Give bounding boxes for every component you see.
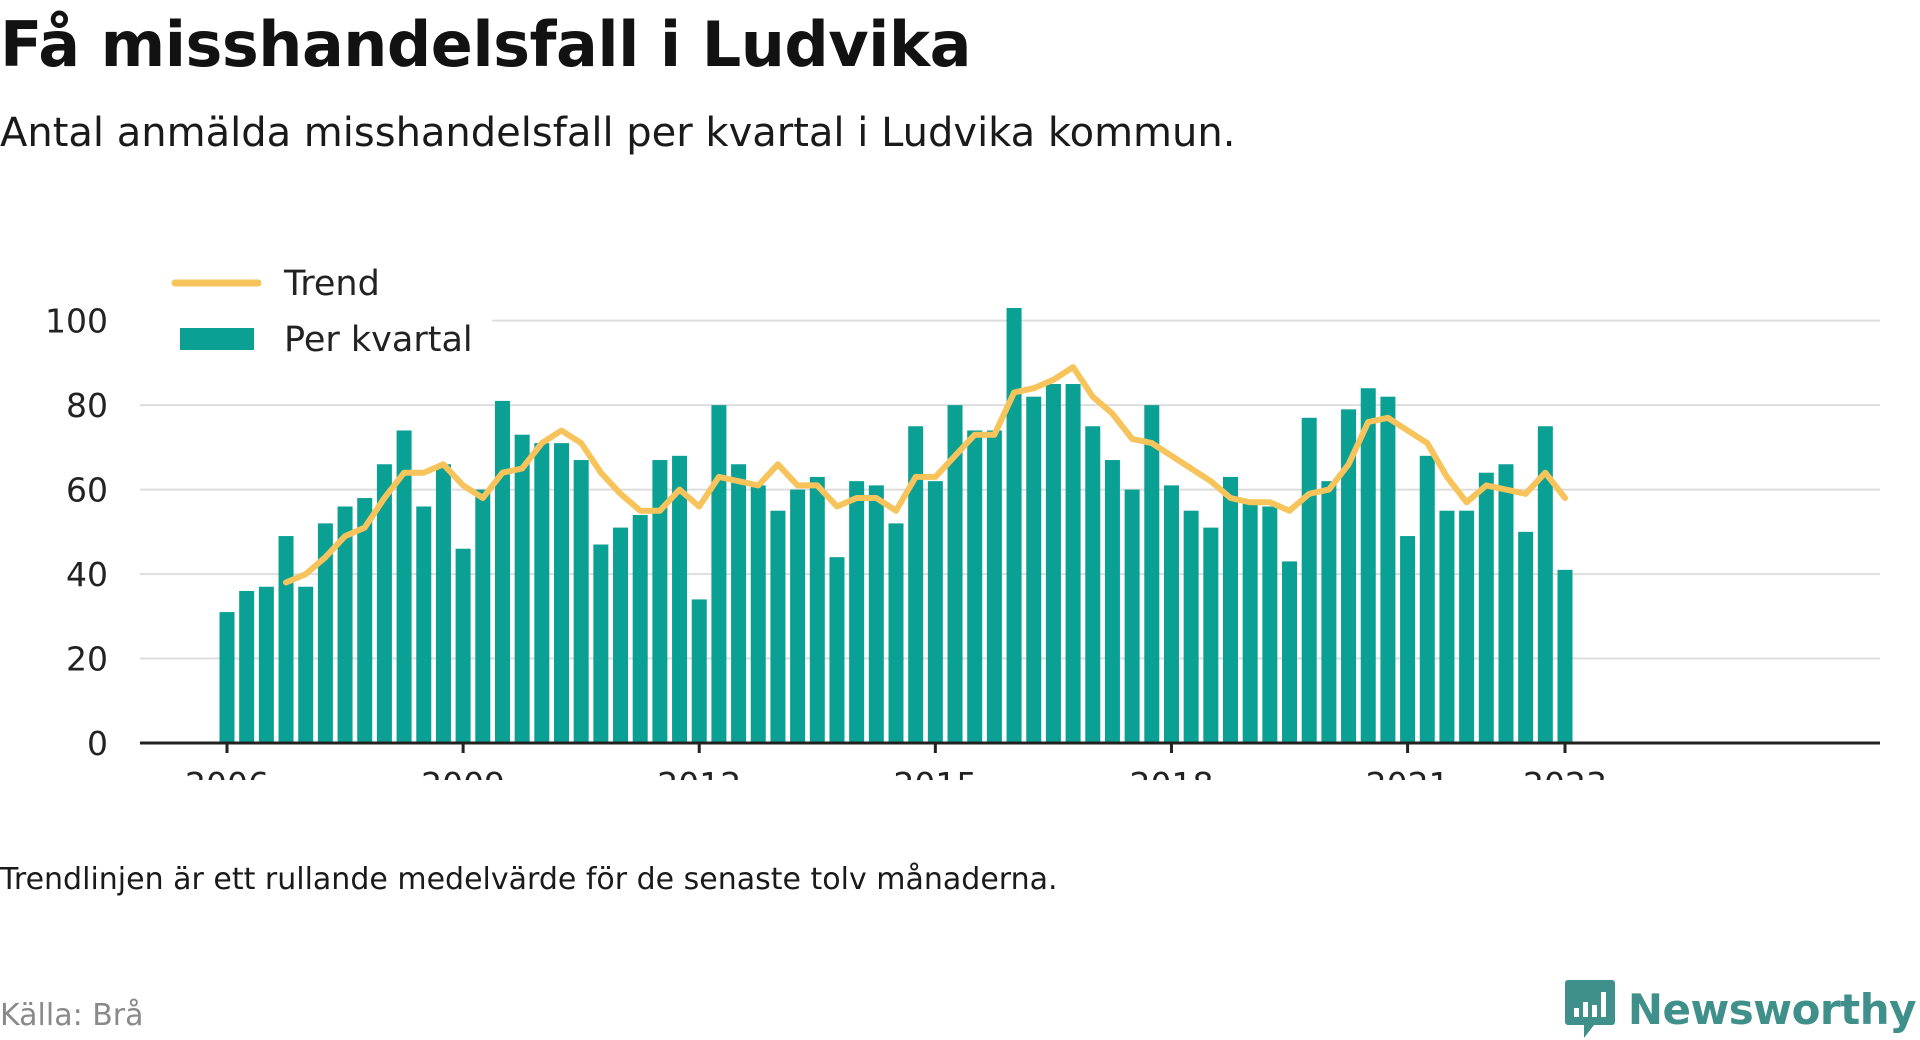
bar <box>652 460 668 743</box>
bar <box>1163 485 1179 743</box>
legend-bar-label: Per kvartal <box>284 320 473 360</box>
bar <box>967 430 983 743</box>
y-tick-label: 100 <box>45 302 108 341</box>
x-tick-label: 2006 <box>185 765 269 780</box>
bar <box>1419 455 1435 743</box>
brand-logo: Newsworthy <box>1564 978 1917 1040</box>
bar <box>868 485 884 743</box>
bar <box>770 510 786 743</box>
legend-trend-label: Trend <box>283 264 380 304</box>
bar <box>1006 308 1022 743</box>
bar <box>258 586 274 743</box>
y-tick-label: 20 <box>66 640 108 679</box>
bar <box>475 489 491 743</box>
bar <box>416 506 432 743</box>
x-tick-label: 2018 <box>1129 765 1213 780</box>
y-tick-label: 0 <box>87 724 108 763</box>
bar <box>1439 510 1455 743</box>
bar <box>1557 569 1573 743</box>
bar <box>317 523 333 743</box>
bar <box>1301 417 1317 743</box>
bar <box>1223 476 1238 743</box>
bar <box>1360 388 1376 743</box>
bar <box>494 400 510 743</box>
bar <box>986 430 1002 743</box>
bar <box>888 523 904 743</box>
bar <box>849 481 865 743</box>
bar <box>278 536 294 743</box>
bar <box>908 426 924 743</box>
bar <box>1085 426 1101 743</box>
legend-bar-swatch <box>180 328 254 350</box>
bar <box>1242 502 1258 743</box>
newsworthy-logo-icon <box>1564 980 1615 1038</box>
source-label: Källa: Brå <box>0 998 144 1033</box>
bar <box>1459 510 1475 743</box>
bar <box>1183 510 1199 743</box>
chart-title: Få misshandelsfall i Ludvika <box>0 8 972 81</box>
bar <box>1144 405 1160 743</box>
bar <box>435 464 451 743</box>
bar <box>1400 536 1416 743</box>
bar-series <box>219 308 1573 743</box>
brand-name: Newsworthy <box>1627 984 1917 1034</box>
bar <box>1498 464 1514 743</box>
bar <box>613 527 629 743</box>
bar <box>357 498 373 743</box>
bar <box>711 405 727 743</box>
bar <box>809 476 825 743</box>
bar <box>396 430 412 743</box>
chart: 0 20 40 60 80 100 2006 2009 2012 2015 2018 2021 2023… <box>45 264 1880 780</box>
bar <box>219 612 235 743</box>
bar <box>1518 531 1534 743</box>
trend-line <box>283 364 1568 586</box>
bar <box>554 443 569 743</box>
bar <box>239 590 255 743</box>
bar <box>927 481 943 743</box>
bar <box>1065 384 1081 743</box>
bar <box>514 434 530 743</box>
bar <box>376 464 392 743</box>
bar <box>455 548 471 743</box>
x-tick-label: 2015 <box>893 765 977 780</box>
y-tick-label: 80 <box>66 386 108 425</box>
bar <box>829 557 845 743</box>
bar <box>1478 472 1494 743</box>
bar <box>790 489 806 743</box>
bar <box>672 455 688 743</box>
bar <box>534 443 550 743</box>
bar <box>947 405 963 743</box>
bar <box>1282 561 1298 743</box>
bar <box>1537 426 1553 743</box>
chart-note: Trendlinjen är ett rullande medelvärde f… <box>0 862 1058 897</box>
x-tick-label: 2021 <box>1366 765 1450 780</box>
bar <box>632 514 648 743</box>
bar <box>337 506 353 743</box>
bar <box>1104 460 1120 743</box>
bar <box>1321 481 1337 743</box>
bar <box>1045 384 1061 743</box>
legend-background <box>128 270 492 374</box>
x-tick-label: 2009 <box>421 765 505 780</box>
bar <box>750 485 766 743</box>
bar <box>691 599 707 743</box>
bar <box>298 586 314 743</box>
bar <box>1341 409 1357 743</box>
chart-subtitle: Antal anmälda misshandelsfall per kvarta… <box>0 110 1236 156</box>
bar <box>1124 489 1140 743</box>
bar <box>1026 396 1042 743</box>
axes: 0 20 40 60 80 100 2006 2009 2012 2015 2018 2021 2023 <box>45 302 1880 780</box>
bar <box>1203 527 1219 743</box>
y-tick-label: 40 <box>66 555 108 594</box>
bar <box>1262 506 1278 743</box>
y-tick-label: 60 <box>66 471 108 510</box>
x-tick-label: 2023 <box>1523 765 1607 780</box>
bar <box>573 460 589 743</box>
bar <box>593 544 609 743</box>
bar <box>1380 396 1396 743</box>
x-tick-label: 2012 <box>657 765 741 780</box>
legend: Trend Per kvartal <box>128 264 492 374</box>
bar <box>731 464 747 743</box>
